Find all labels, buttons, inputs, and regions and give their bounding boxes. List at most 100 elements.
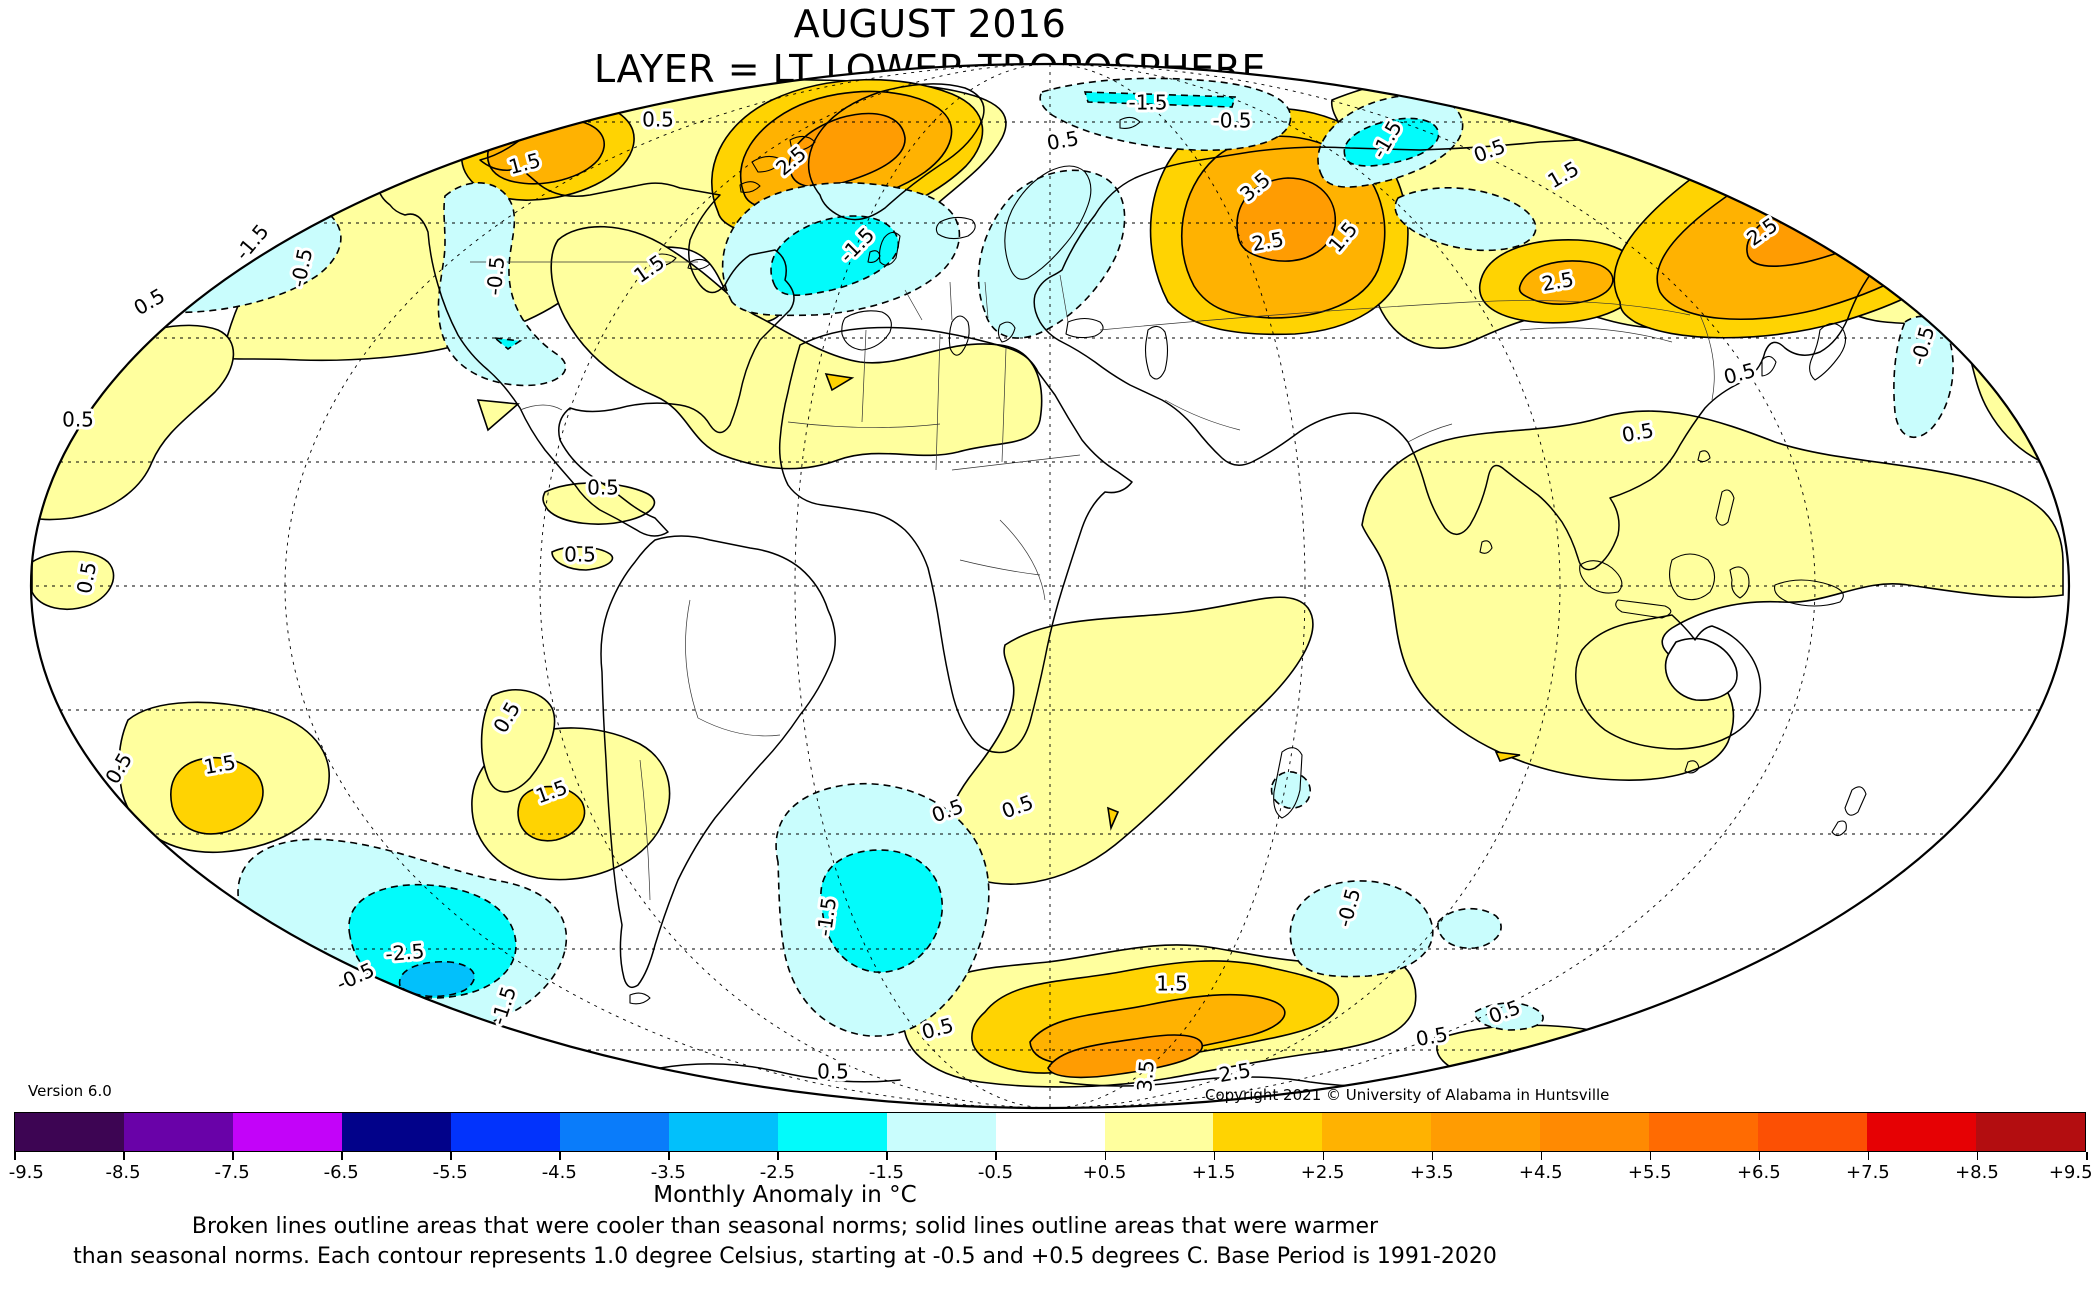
- colorbar-tick: [886, 1152, 888, 1160]
- colorbar-segment: [886, 1113, 996, 1151]
- colorbar-segment: [777, 1113, 887, 1151]
- coast-greenland: [807, 83, 985, 221]
- warm-region-caribbean-2: [551, 546, 614, 571]
- colorbar-tick: [232, 1152, 234, 1160]
- colorbar-tick: [1649, 1152, 1652, 1160]
- colorbar-tick: [1976, 1152, 1979, 1160]
- contour-label: 3.5: [1132, 1059, 1159, 1093]
- colorbar-segment: [995, 1113, 1105, 1151]
- warm-region-bottom-right: [1436, 1024, 1645, 1085]
- colorbar-segment: [1758, 1113, 1868, 1151]
- cool-sliver-arctic-top: [1083, 91, 1237, 108]
- colorbar-tick: [1322, 1152, 1325, 1160]
- country-borders: [470, 261, 1715, 901]
- warm-region-gulf: [476, 399, 520, 432]
- coast-madagascar: [1273, 747, 1303, 819]
- colorbar-tick-label: -6.5: [323, 1162, 359, 1183]
- colorbar-tick-label: +3.5: [1409, 1162, 1454, 1183]
- colorbar-segment: [450, 1113, 560, 1151]
- warm-region-caribbean-1: [542, 482, 656, 525]
- colorbar-tick-label: +0.5: [1082, 1162, 1127, 1183]
- colorbar-tick-label: +8.5: [1955, 1162, 1999, 1183]
- coast-caspian-black-sea: [1065, 317, 1169, 380]
- warm-peak-antarctic: [1047, 1034, 1203, 1079]
- contour-label: 1.5: [202, 750, 237, 779]
- colorbar-tick-label: -7.5: [214, 1162, 250, 1183]
- colorbar-segment: [559, 1113, 669, 1151]
- warm-region-indo-pacific: [1361, 410, 2064, 781]
- coast-north-america: [377, 131, 795, 537]
- cool-region-south-indian-2: [1437, 907, 1502, 949]
- warm-peak-west-russia: [1236, 177, 1337, 262]
- coast-sri-lanka: [1479, 540, 1493, 554]
- cool-region-south-indian: [1289, 880, 1434, 978]
- coast-svalbard: [1119, 116, 1141, 129]
- colorbar-tick-label: -5.5: [432, 1162, 468, 1183]
- warm-core-se-pacific: [169, 756, 264, 835]
- warm-region-bottom-left: [246, 1022, 453, 1085]
- colorbar-tick: [668, 1152, 670, 1160]
- colorbar-tick-label: -1.5: [868, 1162, 904, 1183]
- colorbar-segment: [1322, 1113, 1432, 1151]
- cool-region-siberia: [1394, 187, 1537, 252]
- contour-label: -2.5: [384, 939, 425, 966]
- warm-anomaly-regions: [31, 64, 2064, 1088]
- coast-taiwan-philippines: [1697, 450, 1735, 526]
- warm-region-left-low: [31, 550, 115, 610]
- cool-peak-south-pacific: [398, 960, 476, 998]
- version-label: Version 6.0: [28, 1082, 112, 1100]
- colorbar-segment: [1976, 1113, 2086, 1151]
- colorbar-segment: [123, 1113, 233, 1151]
- colorbar-segment: [15, 1113, 124, 1151]
- colorbar-tick-label: +1.5: [1191, 1162, 1236, 1183]
- cool-core-kara-sea: [1343, 117, 1440, 167]
- colorbar-segment: [1867, 1113, 1977, 1151]
- warm-region-south-africa: [943, 596, 1314, 885]
- coast-africa: [778, 326, 1133, 754]
- contour-label: 0.5: [587, 476, 619, 500]
- colorbar-segment: [1431, 1113, 1541, 1151]
- coast-arctic-islands: [739, 135, 816, 193]
- cool-region-scandinavia: [977, 169, 1126, 339]
- colorbar-tick-label: -9.5: [8, 1162, 44, 1183]
- colorbar-tick: [450, 1152, 452, 1160]
- coast-iberia: [841, 310, 892, 351]
- warm-spot-west-africa: [824, 373, 855, 392]
- coast-japan-korea: [1761, 322, 1847, 381]
- colorbar-tick-label: +9.5: [2048, 1162, 2093, 1183]
- colorbar-tick-label: +4.5: [1518, 1162, 1563, 1183]
- colorbar-tick: [777, 1152, 779, 1160]
- legend-note-line-1: Broken lines outline areas that were coo…: [191, 1214, 1379, 1239]
- title-line-1: AUGUST 2016: [793, 2, 1067, 46]
- warm-spot-indian-ocean: [1494, 751, 1521, 762]
- contour-label: -0.5: [1212, 109, 1251, 133]
- colorbar-tick-label: -4.5: [541, 1162, 577, 1183]
- map-outline: [29, 62, 2071, 1110]
- warm-core-south-brazil: [517, 785, 586, 842]
- colorbar-tick-label: +7.5: [1846, 1162, 1890, 1183]
- colorbar-tick-label: -3.5: [650, 1162, 686, 1183]
- colorbar-tick-label: -2.5: [759, 1162, 795, 1183]
- colorbar-segment: [668, 1113, 778, 1151]
- cool-region-central-us: [437, 182, 567, 387]
- cool-region-bottom-right: [1474, 1002, 1544, 1031]
- warm-inner-far-east: [1656, 133, 1984, 321]
- colorbar-tick: [14, 1152, 16, 1160]
- caption-block: Monthly Anomaly in °C Broken lines outli…: [0, 1182, 1570, 1271]
- coast-uk-ireland: [867, 231, 901, 266]
- cool-sliver-central-us: [492, 336, 523, 350]
- coast-iceland: [935, 216, 976, 240]
- colorbar-tick: [559, 1152, 561, 1160]
- contour-label: 0.5: [817, 1060, 849, 1084]
- colorbar-tick-label: +6.5: [1736, 1162, 1781, 1183]
- contour-label: 0.5: [62, 408, 94, 432]
- colorbar-tick: [2086, 1152, 2088, 1160]
- colorbar-segment: [232, 1113, 342, 1151]
- copyright-label: Copyright 2021 © University of Alabama i…: [1205, 1086, 1610, 1104]
- colorbar-segment: [1649, 1113, 1759, 1151]
- coast-tasmania-nz: [1684, 760, 1867, 837]
- cool-core-south-pacific: [348, 883, 517, 999]
